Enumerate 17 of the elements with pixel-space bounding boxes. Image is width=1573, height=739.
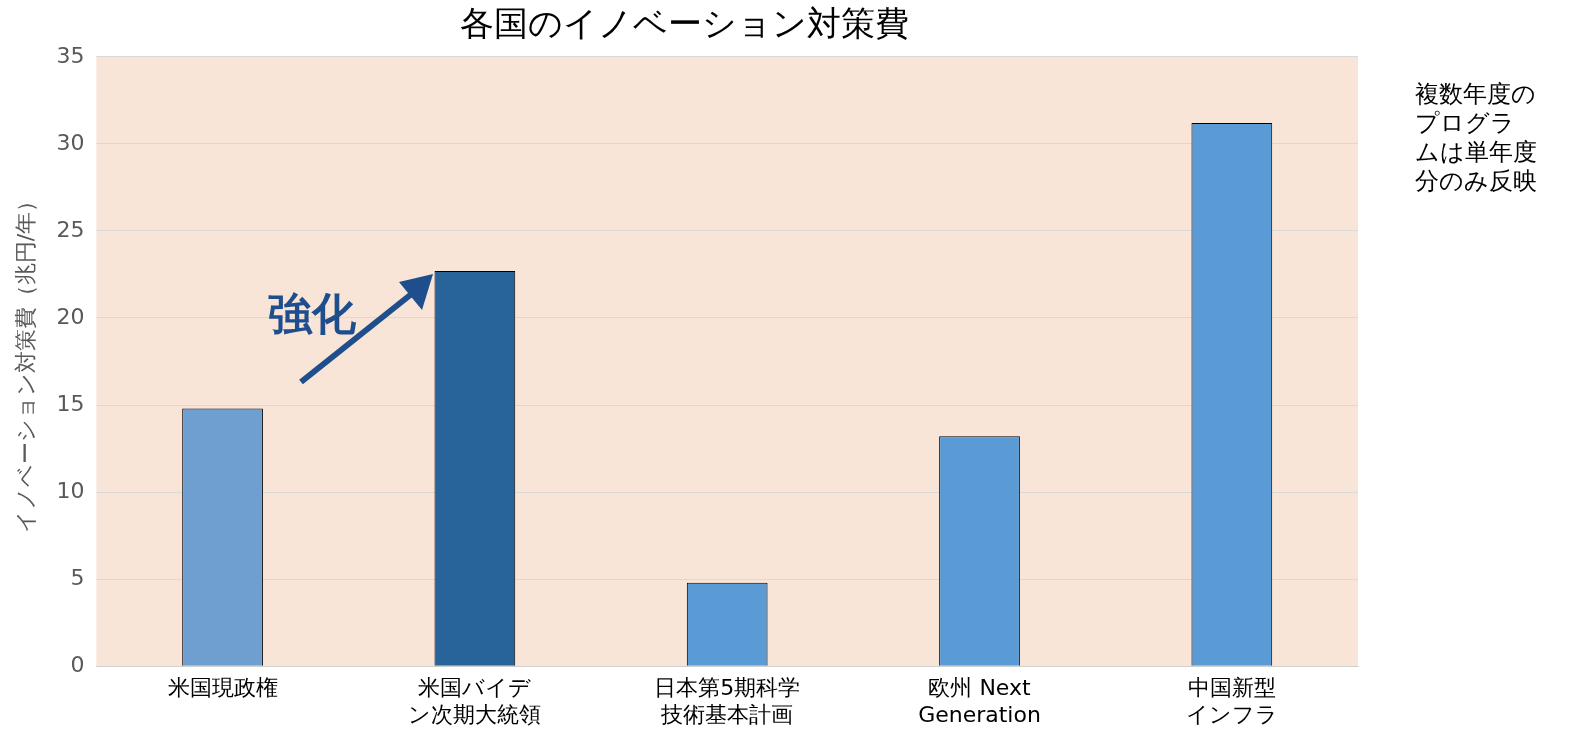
text: 複数年度のプログラムは単年度分のみ反映: [1415, 80, 1538, 196]
x-tick-label: 欧州 Next Generation: [918, 675, 1041, 727]
y-tick-label: 10: [56, 477, 85, 503]
y-axis-title: イノベーション対策費（兆円/年）: [12, 189, 38, 534]
y-tick-label: 0: [70, 651, 85, 677]
x-tick-label: 日本第5期科学技術基本計画: [654, 675, 801, 727]
x-tick-label: 米国バイデン次期大統領: [408, 675, 542, 727]
y-tick-label: 25: [56, 216, 85, 242]
annotation: 強化: [268, 287, 356, 341]
y-tick-label: 35: [56, 42, 85, 68]
y-tick-label: 20: [56, 303, 85, 329]
chart-title: 各国のイノベーション対策費: [459, 3, 909, 44]
y-tick-label: 15: [56, 390, 85, 416]
y-tick-label: 30: [56, 129, 85, 155]
x-tick-label: 中国新型インフラ: [1185, 675, 1278, 727]
x-tick-label: 米国現政権: [167, 675, 278, 701]
y-tick-label: 5: [70, 564, 85, 590]
